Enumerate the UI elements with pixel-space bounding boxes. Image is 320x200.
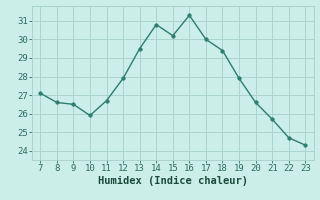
X-axis label: Humidex (Indice chaleur): Humidex (Indice chaleur) (98, 176, 248, 186)
